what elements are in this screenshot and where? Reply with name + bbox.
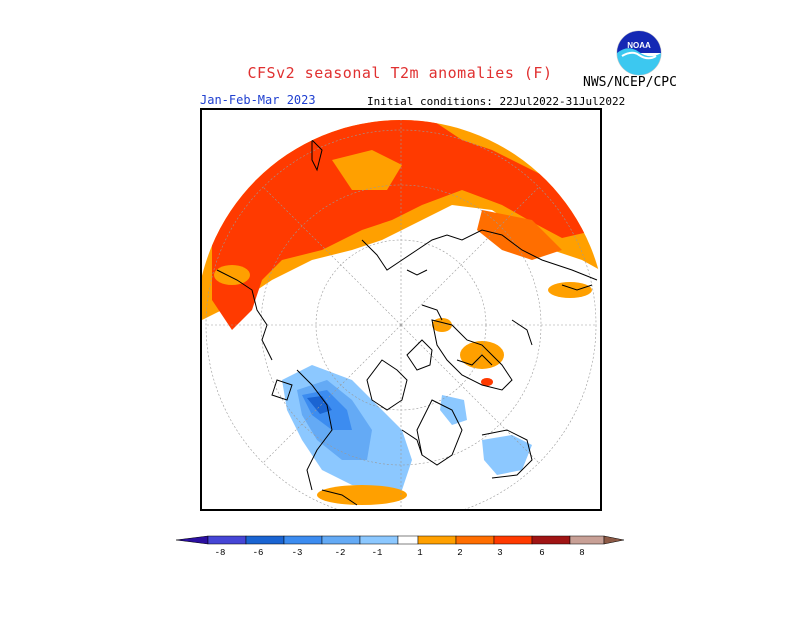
colorbar-label: 1	[417, 548, 422, 558]
noaa-logo-icon: NOAA	[616, 30, 662, 76]
agency-label: NWS/NCEP/CPC	[583, 75, 677, 90]
colorbar-bin-m1	[359, 535, 399, 545]
colorbar-arrow-left	[175, 535, 209, 545]
logo-text: NOAA	[627, 41, 651, 50]
anomaly-red-eurasia	[212, 120, 597, 330]
chart-title: CFSv2 seasonal T2m anomalies (F)	[247, 64, 553, 82]
anomaly-orange-pacific	[317, 485, 407, 505]
anomaly-orange-pocket-2	[477, 210, 562, 260]
anomaly-orange-right	[548, 282, 592, 298]
colorbar-arrow-right	[603, 535, 625, 545]
colorbar-label: 8	[579, 548, 584, 558]
colorbar-label: -8	[215, 548, 226, 558]
colorbar-label: 3	[497, 548, 502, 558]
colorbar-bin-m2	[321, 535, 361, 545]
anomaly-orange-pocket	[332, 150, 402, 190]
colorbar-bin-6	[569, 535, 605, 545]
colorbar-label: 2	[457, 548, 462, 558]
anomaly-map	[202, 120, 600, 509]
initial-conditions: Initial conditions: 22Jul2022-31Jul2022	[367, 95, 626, 108]
colorbar-label: -1	[372, 548, 383, 558]
anomaly-blue-greenland	[440, 395, 467, 425]
colorbar-bin-1	[417, 535, 457, 545]
colorbar-bin-m3	[283, 535, 323, 545]
latitude-circle-outer	[205, 129, 597, 509]
colorbar-label: -2	[335, 548, 346, 558]
anomaly-blue-hudson	[482, 435, 532, 475]
colorbar-bin-2	[455, 535, 495, 545]
colorbar-label: -6	[253, 548, 264, 558]
colorbar: -8 -6 -3 -2 -1 1 2 3 6 8	[175, 535, 625, 558]
anomaly-orange-left	[214, 265, 250, 285]
colorbar-bin-3	[493, 535, 533, 545]
colorbar-bin-4	[531, 535, 571, 545]
colorbar-label: -3	[292, 548, 303, 558]
meridians	[206, 120, 596, 509]
colorbar-label: 6	[539, 548, 544, 558]
forecast-period: Jan-Feb-Mar 2023	[200, 93, 316, 107]
colorbar-bin-m6	[207, 535, 247, 545]
colorbar-bin-0	[397, 535, 419, 545]
anomaly-blue-darkest	[307, 396, 332, 414]
anomaly-red-dot	[481, 378, 493, 386]
colorbar-bin-m4	[245, 535, 285, 545]
coastlines	[216, 138, 598, 506]
map-frame	[200, 108, 602, 511]
